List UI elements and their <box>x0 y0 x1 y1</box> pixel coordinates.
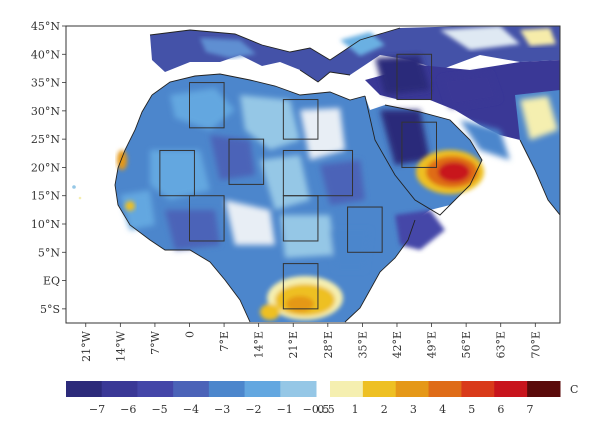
longitude-tick-label: 35°E <box>356 331 369 359</box>
study-region-box-west-africa-coast <box>189 195 225 242</box>
coastlines <box>114 27 560 323</box>
map-frame <box>65 25 561 324</box>
colorbar-negative-swatch <box>137 381 174 397</box>
longitude-tick-label: 21°E <box>287 331 300 359</box>
longitude-tick-label: 14°W <box>114 330 127 361</box>
longitude-tick-label: 28°E <box>322 331 335 359</box>
colorbar-positive-swatch <box>362 381 397 397</box>
island-cape-verde <box>72 185 76 189</box>
europe-patch <box>520 28 556 46</box>
longitude-tick-label: 70°E <box>529 331 542 359</box>
latitude-tick-label: 5°N <box>38 246 60 259</box>
longitude-axis: 21°W 14°W 7°W 0 7°E 14°E 21°E 28°E 35°E 42°E 49°E 5… <box>80 323 542 362</box>
longitude-tick-label: 49°E <box>426 331 439 359</box>
latitude-tick-label: 5°S <box>40 303 60 316</box>
island <box>78 196 82 200</box>
colorbar-negative-swatch <box>66 381 103 397</box>
latitude-tick-label: 40°N <box>31 48 60 61</box>
study-region-box-chad-sudan <box>282 195 319 242</box>
latitude-axis: 45°N 40°N 35°N 30°N 25°N 20°N 15°N 10°N 5°N EQ 5°S <box>31 20 66 316</box>
colorbar-negative-swatch <box>280 381 317 397</box>
study-region-box-iran-iraq <box>396 53 433 101</box>
study-region-box-north-africa-west <box>159 149 195 197</box>
colorbar-tick-label: −3 <box>214 403 230 416</box>
longitude-tick-label: 14°E <box>253 331 266 359</box>
longitude-tick-label: 7°W <box>149 330 162 354</box>
latitude-tick-label: EQ <box>43 275 60 288</box>
colorbar-tick-label: 4 <box>439 403 446 416</box>
longitude-tick-label: 7°E <box>218 331 231 352</box>
arabia-hotspot <box>416 150 484 194</box>
study-region-box-arabia-central <box>401 121 438 168</box>
europe-patch <box>340 32 385 56</box>
study-region-box-congo <box>282 263 319 310</box>
colorbar-negative-swatch <box>101 381 138 397</box>
colorbar-tick-label: −0.5 <box>303 403 330 416</box>
study-region-boxes <box>159 53 438 310</box>
colorbar-tick-label: 6 <box>497 403 504 416</box>
longitude-tick-label: 0 <box>184 331 197 338</box>
latitude-tick-label: 45°N <box>31 20 60 33</box>
colorbar-tick-label: −2 <box>245 403 261 416</box>
map-panel <box>66 26 560 323</box>
colorbar-tick-label: 1 <box>352 403 359 416</box>
longitude-tick-label: 21°W <box>80 330 93 361</box>
colorbar-tick-label: 5 <box>468 403 475 416</box>
europe-patch <box>440 26 520 50</box>
study-region-box-morocco-algeria <box>189 82 225 129</box>
latitude-tick-label: 25°N <box>31 133 60 146</box>
study-region-box-libya-egypt <box>282 99 319 140</box>
study-region-box-ethiopia <box>347 206 383 253</box>
longitude-tick-label: 42°E <box>391 331 404 359</box>
colorbar-tick-label: 3 <box>410 403 417 416</box>
latitude-tick-label: 20°N <box>31 161 60 174</box>
colorbar-negative-swatch <box>173 381 210 397</box>
latitude-tick-label: 10°N <box>31 218 60 231</box>
colorbar-positive-swatch <box>461 381 495 397</box>
study-region-box-sahara-central <box>228 138 265 185</box>
colorbar-negative-swatch <box>244 381 281 397</box>
longitude-tick-label: 63°E <box>495 331 508 359</box>
colorbar-tick-label: −1 <box>277 403 293 416</box>
europe-patch <box>200 38 256 58</box>
colorbar-tick-label: −4 <box>183 403 199 416</box>
colorbar-negative-swatch <box>208 381 246 397</box>
colorbar-tick-label: 2 <box>381 403 388 416</box>
colorbar-positive-swatch <box>428 381 462 397</box>
latitude-tick-label: 30°N <box>31 105 60 118</box>
colorbar-tick-label: −5 <box>151 403 167 416</box>
colorbar-positive-swatch <box>395 381 430 397</box>
colorbar-positive-swatch <box>330 381 364 397</box>
latitude-tick-label: 15°N <box>31 190 60 203</box>
colorbar-tick-label: −6 <box>120 403 136 416</box>
colorbar-positive-swatch <box>494 381 528 397</box>
longitude-tick-label: 56°E <box>460 331 473 359</box>
colorbar: −7 −6 −5 −4 −3 −2 −1 −0.50.5 1 2 3 4 5 6 7 C <box>66 381 578 416</box>
colorbar-tick-label: 7 <box>527 403 534 416</box>
anomaly-patches <box>120 55 558 270</box>
colorbar-unit-label: C <box>570 383 578 396</box>
latitude-tick-label: 35°N <box>31 77 60 90</box>
colorbar-positive-swatch <box>527 381 561 397</box>
colorbar-tick-label: −7 <box>89 403 105 416</box>
colorbar-tick-label: 0.5 <box>317 403 335 416</box>
